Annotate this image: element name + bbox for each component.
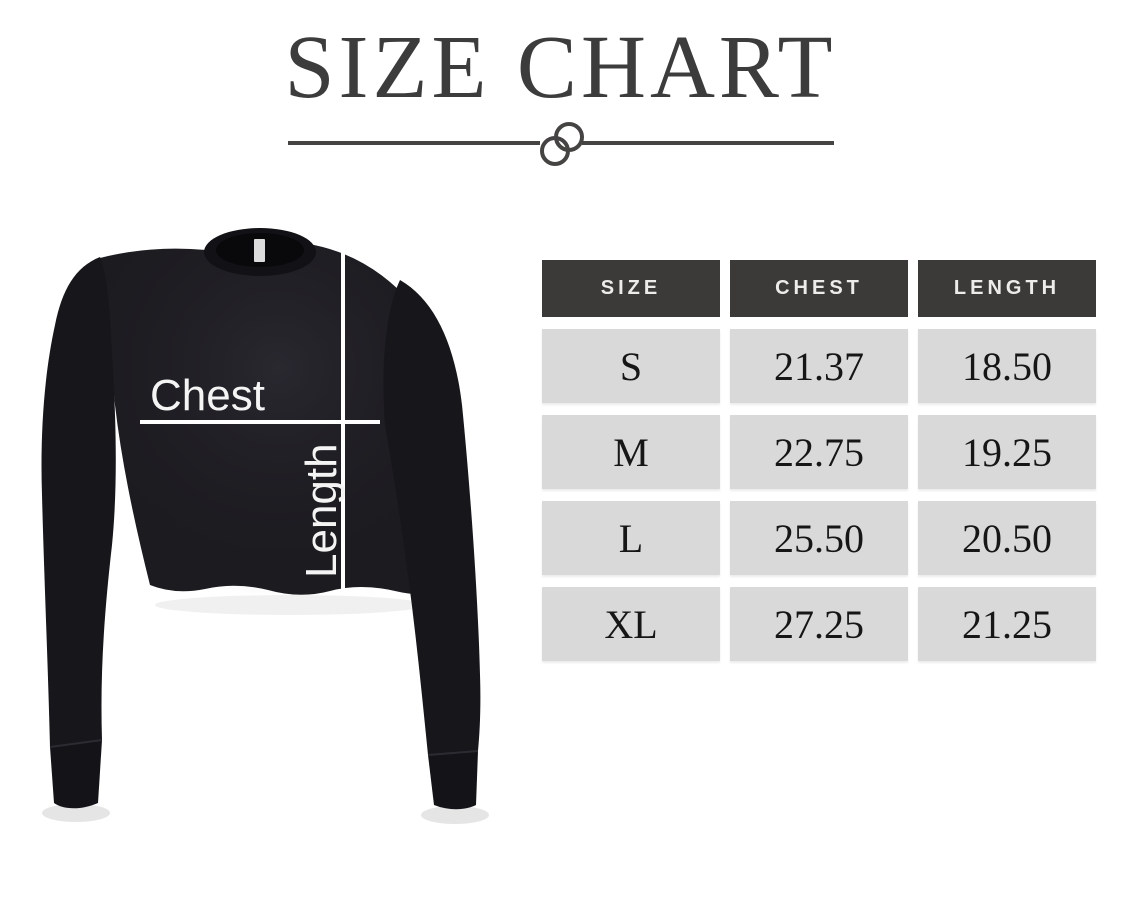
interlocking-ring-upper-icon [554, 122, 584, 152]
neck-tag [254, 239, 265, 262]
table-cell-size-xl: XL [542, 587, 720, 661]
length-label: Length [297, 443, 346, 578]
left-cuff-seam [49, 739, 103, 748]
right-cuff-seam [427, 750, 479, 756]
table-cell-length-xl: 21.25 [918, 587, 1096, 661]
table-cell-size-l: L [542, 501, 720, 575]
chest-label: Chest [150, 371, 265, 420]
divider [288, 122, 834, 172]
divider-line-left [288, 141, 540, 145]
divider-line-right [582, 141, 834, 145]
sweatshirt-image: Chest Length [41, 228, 489, 824]
left-cuff-shadow [42, 804, 110, 822]
table-cell-size-m: M [542, 415, 720, 489]
right-cuff [428, 751, 478, 810]
column-header-chest: CHEST [730, 260, 908, 317]
table-cell-size-s: S [542, 329, 720, 403]
sweatshirt-left-sleeve [41, 257, 116, 747]
right-cuff-shadow [421, 806, 489, 824]
table-cell-chest-xl: 27.25 [730, 587, 908, 661]
size-table: SIZE CHEST LENGTH S 21.37 18.50 M 22.75 … [542, 260, 1096, 661]
page-title: SIZE CHART [284, 18, 837, 117]
column-header-size: SIZE [542, 260, 720, 317]
table-cell-length-l: 20.50 [918, 501, 1096, 575]
column-header-length: LENGTH [918, 260, 1096, 317]
left-cuff [50, 740, 102, 809]
table-cell-chest-l: 25.50 [730, 501, 908, 575]
table-cell-chest-s: 21.37 [730, 329, 908, 403]
table-cell-length-s: 18.50 [918, 329, 1096, 403]
sweatshirt-right-sleeve [383, 280, 481, 755]
table-cell-length-m: 19.25 [918, 415, 1096, 489]
hem-shadow [155, 595, 425, 615]
table-cell-chest-m: 22.75 [730, 415, 908, 489]
